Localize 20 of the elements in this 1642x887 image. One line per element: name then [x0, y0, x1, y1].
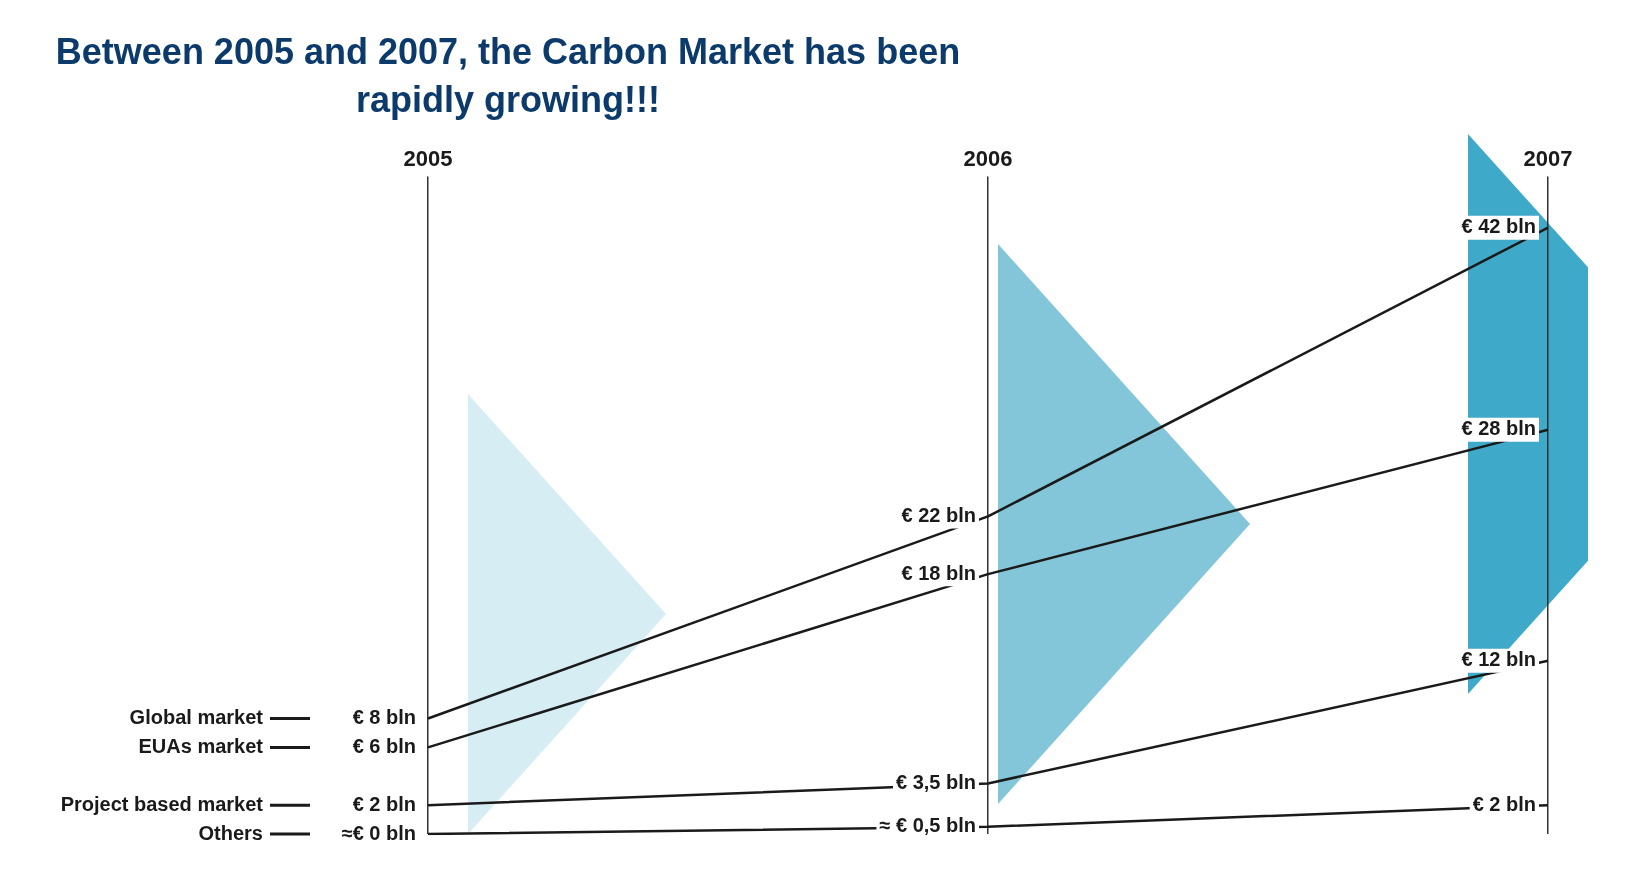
data-label: ≈ € 0,5 bln — [879, 814, 976, 837]
data-label: € 6 bln — [352, 734, 416, 757]
x-tick-label: 2006 — [963, 146, 1013, 172]
data-label: € 3,5 bln — [895, 770, 976, 793]
legend-label: Others — [198, 821, 263, 844]
data-label: € 22 bln — [901, 503, 976, 526]
data-label: ≈€ 0 bln — [341, 821, 416, 844]
legend-label: Global market — [129, 706, 264, 729]
legend-label: Project based market — [60, 792, 264, 815]
data-label: € 42 bln — [1461, 215, 1536, 238]
data-label: € 2 bln — [352, 792, 416, 815]
data-label: € 18 bln — [901, 561, 976, 584]
x-tick-label: 2007 — [1523, 146, 1573, 172]
x-tick-label: 2005 — [403, 146, 453, 172]
data-label: € 2 bln — [1472, 792, 1536, 815]
data-label: € 28 bln — [1461, 417, 1536, 440]
data-label: € 12 bln — [1461, 648, 1536, 671]
legend-label: EUAs market — [138, 734, 264, 757]
chart-title: Between 2005 and 2007, the Carbon Market has been rapidly growing!!! — [54, 30, 962, 122]
data-label: € 8 bln — [352, 706, 416, 729]
